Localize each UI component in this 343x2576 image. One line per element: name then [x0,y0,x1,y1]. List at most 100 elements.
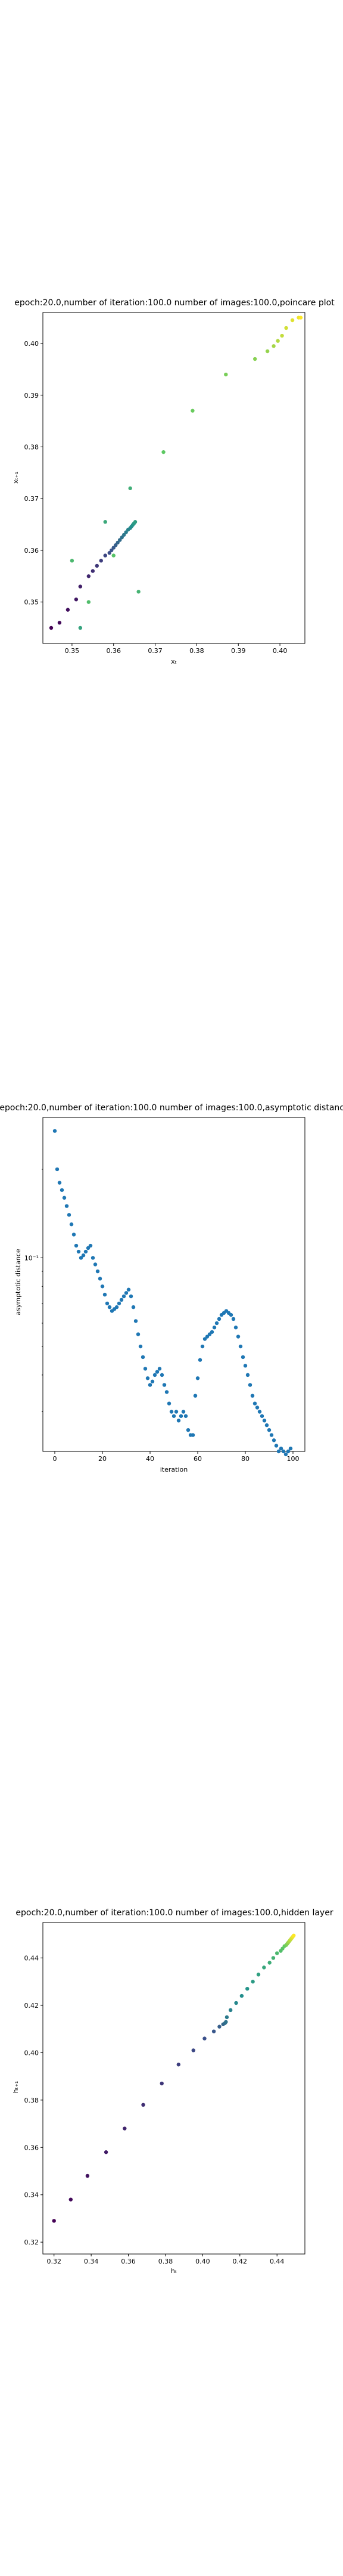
data-point [284,326,288,330]
data-point [267,1961,272,1965]
y-tick-label: 0.32 [24,2238,39,2246]
tick-group: 0 20 40 60 80 100 10⁻¹ [24,1169,300,1463]
hidden-layer-chart: epoch:20.0,number of iteration:100.0 num… [12,1908,333,2275]
x-tick-label: 0.36 [106,647,121,655]
data-point [276,1449,281,1454]
data-point [148,1383,152,1387]
points-group [49,315,303,630]
data-point [74,597,79,602]
data-point [229,1312,233,1317]
data-point [103,553,107,558]
data-point [241,1355,245,1360]
y-axis-label: hₜ₊₁ [12,2081,20,2093]
data-point [214,1321,219,1326]
data-point [298,315,303,320]
data-point [162,1383,167,1387]
data-point [116,540,120,545]
data-point [111,553,116,558]
data-point [85,2174,90,2178]
data-point [129,1294,133,1299]
tick-group: 0.32 0.34 0.36 0.38 0.40 0.42 0.44 0.32 0.34 0.36… [24,1955,285,2265]
data-point [145,1376,150,1380]
data-point [200,1344,205,1349]
x-tick-label: 100 [287,1455,300,1463]
data-point [131,1305,136,1309]
data-point [138,1344,143,1349]
data-point [133,1319,138,1323]
data-point [286,1449,291,1454]
plot-frame [42,1922,305,2255]
data-point [143,1367,148,1371]
data-point [207,1332,212,1336]
data-point [66,608,70,612]
data-point [78,584,83,589]
data-point [239,1993,244,1998]
data-point [76,1249,81,1254]
data-point [265,349,270,354]
data-point [272,1438,276,1442]
y-tick-label: 0.37 [24,495,39,503]
data-point [234,2001,238,2005]
data-point [49,626,54,630]
data-point [111,546,116,550]
data-point [169,1410,174,1414]
y-tick-label: 0.42 [24,2002,39,2010]
data-point [52,1129,57,1133]
data-point [224,2015,229,2020]
data-point [228,2008,233,2012]
y-tick-label: 0.36 [24,2144,39,2151]
data-point [280,333,284,338]
data-point [121,1294,126,1299]
data-point [248,1383,252,1387]
y-tick-label: 0.39 [24,392,39,400]
data-point [191,2048,195,2052]
data-point [272,344,276,348]
y-tick-label: 0.34 [24,2191,39,2199]
data-point [250,1394,255,1398]
data-point [91,569,95,573]
data-point [269,1433,274,1437]
data-point [68,2197,73,2202]
data-point [95,1269,100,1274]
data-point [283,1452,288,1457]
data-point [264,1423,269,1428]
data-point [150,1379,155,1384]
data-point [102,1292,107,1297]
data-point [114,543,118,547]
data-point [279,1446,283,1451]
data-point [202,1337,207,1341]
data-point [55,1167,60,1172]
points-group [52,1933,296,2223]
data-point [191,408,195,413]
data-point [79,1256,83,1260]
plot-frame [42,312,305,644]
y-tick-label: 0.38 [24,443,39,451]
data-point [179,1414,183,1418]
data-point [205,1335,210,1339]
data-point [104,2150,108,2154]
data-point [117,1301,121,1306]
x-tick-label: 0.38 [158,2258,173,2265]
x-axis-label: iteration [160,1466,188,1473]
data-point [245,1987,250,1991]
data-point [236,1335,241,1339]
data-point [93,1262,98,1267]
data-point [288,1446,293,1451]
data-point [71,1233,76,1237]
data-point [233,1326,238,1330]
data-point [110,548,114,553]
x-tick-label: 20 [98,1455,107,1463]
x-axis-label: hₜ [171,2267,177,2275]
data-point [118,538,122,542]
y-tick-label: 0.35 [24,599,39,606]
data-point [271,1956,276,1960]
data-point [224,372,228,377]
y-tick-label: 10⁻¹ [24,1254,39,1262]
data-point [86,600,91,604]
y-axis-label: asymptotic distance [14,1249,22,1315]
poincare-plot-chart: epoch:20.0,number of iteration:100.0 num… [12,298,335,665]
x-tick-label: 0.42 [233,2258,248,2265]
data-point [98,1277,102,1281]
data-point [69,1222,74,1227]
